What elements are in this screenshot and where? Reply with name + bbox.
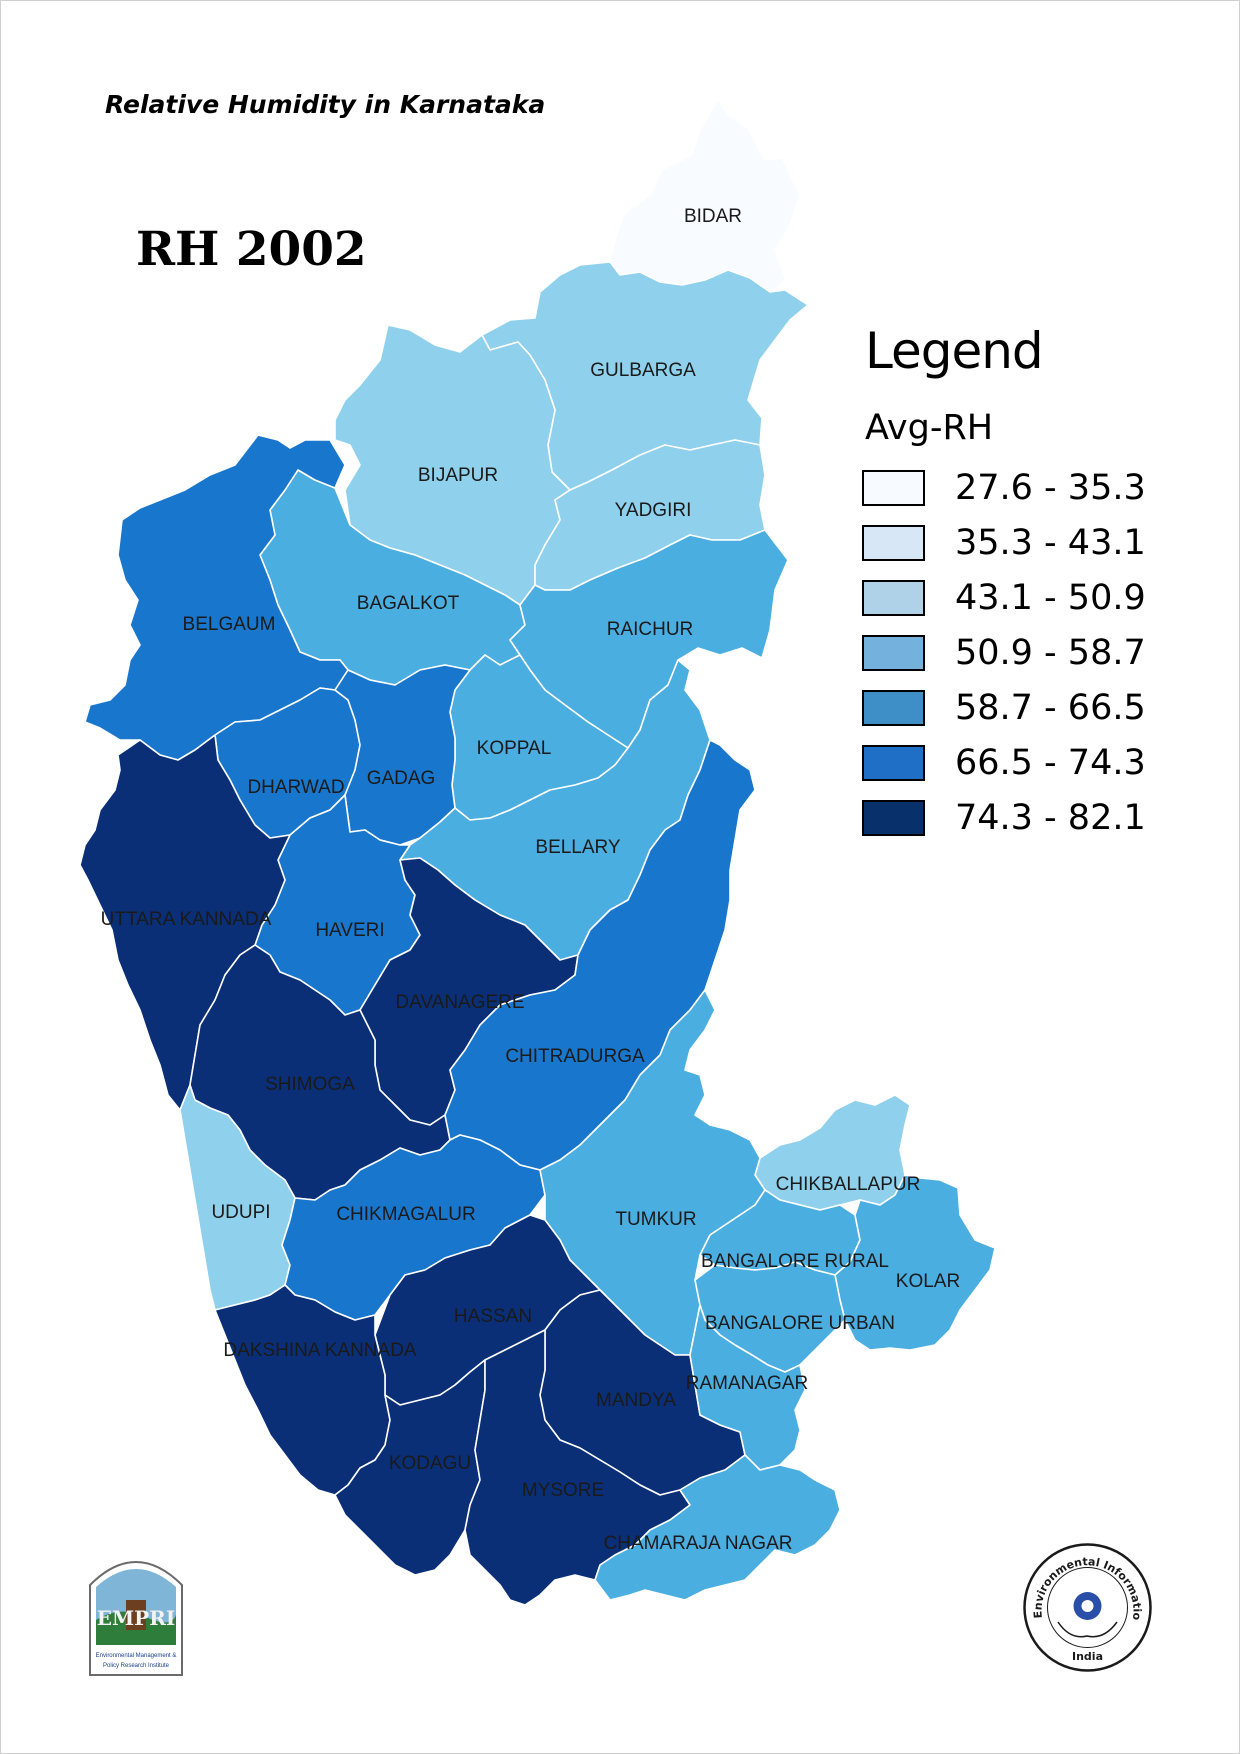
empri-logo-mark: EMPRI [97,1606,175,1630]
label-yadgiri: YADGIRI [615,500,692,521]
label-gulbarga: GULBARGA [590,360,696,381]
label-chikmagalur: CHIKMAGALUR [336,1204,475,1225]
label-kolar: KOLAR [896,1271,960,1292]
label-chamaraja-nagar: CHAMARAJA NAGAR [604,1533,793,1554]
label-bagalkot: BAGALKOT [357,593,460,614]
legend-row: 35.3 - 43.1 [862,515,1202,570]
label-belgaum: BELGAUM [183,614,276,635]
legend-range: 50.9 - 58.7 [955,632,1146,673]
district-labels: BIDAR GULBARGA BIJAPUR YADGIRI BAGALKOT … [101,206,961,1554]
legend-swatch [862,469,925,506]
district-ramanagar[interactable] [689,1304,806,1471]
legend-range: 27.6 - 35.3 [955,467,1146,508]
label-udupi: UDUPI [211,1202,270,1223]
label-chitradurga: CHITRADURGA [505,1046,645,1067]
empri-logo-icon: EMPRI Environmental Management & Policy … [89,1561,183,1676]
label-shimoga: SHIMOGA [265,1074,355,1095]
label-tumkur: TUMKUR [615,1209,696,1230]
legend-row: 50.9 - 58.7 [862,625,1202,680]
empri-logo-caption-2: Policy Research Institute [103,1663,170,1669]
legend-range: 43.1 - 50.9 [955,577,1146,618]
district-bidar[interactable] [609,99,801,293]
legend-row: 27.6 - 35.3 [862,460,1202,515]
label-dakshina-kannada: DAKSHINA KANNADA [223,1340,417,1361]
legend-swatch [862,524,925,561]
label-bijapur: BIJAPUR [418,465,498,486]
label-davanagere: DAVANAGERE [395,992,524,1013]
district-belgaum[interactable] [84,434,349,761]
legend-rows: 27.6 - 35.3 35.3 - 43.1 43.1 - 50.9 50.9… [862,460,1202,845]
label-koppal: KOPPAL [477,738,552,759]
label-haveri: HAVERI [315,920,384,941]
legend-swatch [862,634,925,671]
district-chamaraja-nagar[interactable] [594,1454,841,1601]
legend-swatch [862,799,925,836]
empri-logo-caption-1: Environmental Management & [96,1653,177,1659]
label-gadag: GADAG [367,768,436,789]
legend-range: 35.3 - 43.1 [955,522,1146,563]
label-kodagu: KODAGU [389,1453,471,1474]
legend: Legend Avg-RH 27.6 - 35.3 35.3 - 43.1 43… [862,322,1202,845]
legend-row: 58.7 - 66.5 [862,680,1202,735]
legend-row: 43.1 - 50.9 [862,570,1202,625]
label-bidar: BIDAR [684,206,742,227]
map-title: RH 2002 [136,222,367,277]
label-dharwad: DHARWAD [247,777,344,798]
label-chikballapur: CHIKBALLAPUR [776,1174,921,1195]
map-subtitle: Relative Humidity in Karnataka [105,90,546,119]
envis-logo-icon: Environmental Information System India [1020,1540,1152,1672]
label-mysore: MYSORE [522,1480,604,1501]
legend-swatch [862,689,925,726]
label-bangalore-urban: BANGALORE URBAN [705,1313,895,1334]
label-mandya: MANDYA [596,1390,676,1411]
legend-field: Avg-RH [865,408,994,448]
label-bangalore-rural: BANGALORE RURAL [701,1251,889,1272]
label-bellary: BELLARY [535,837,621,858]
envis-country: India [1072,1650,1103,1663]
legend-row: 66.5 - 74.3 [862,735,1202,790]
label-raichur: RAICHUR [607,619,694,640]
legend-swatch [862,579,925,616]
legend-range: 74.3 - 82.1 [955,797,1146,838]
label-uttara-kannada: UTTARA KANNADA [101,909,272,930]
legend-row: 74.3 - 82.1 [862,790,1202,845]
legend-range: 58.7 - 66.5 [955,687,1146,728]
label-ramanagar: RAMANAGAR [686,1373,808,1394]
legend-range: 66.5 - 74.3 [955,742,1146,783]
label-hassan: HASSAN [454,1306,532,1327]
legend-title: Legend [865,322,1044,380]
legend-swatch [862,744,925,781]
